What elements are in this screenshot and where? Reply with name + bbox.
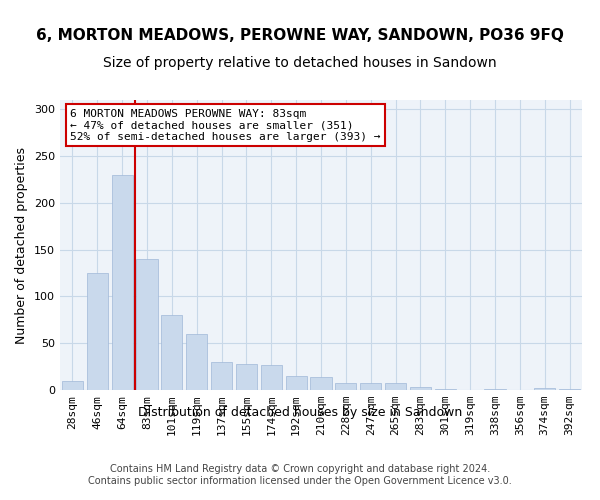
Bar (559, 389, 580, 390)
Text: Distribution of detached houses by size in Sandown: Distribution of detached houses by size … (138, 406, 462, 419)
Text: Size of property relative to detached houses in Sandown: Size of property relative to detached ho… (103, 56, 497, 70)
Bar (161, 315, 182, 390)
Bar (385, 384, 406, 390)
Bar (410, 387, 431, 390)
Bar (335, 382, 356, 390)
Y-axis label: Number of detached properties: Number of detached properties (16, 146, 28, 344)
Bar (534, 388, 555, 390)
Bar (360, 382, 381, 390)
Text: 6, MORTON MEADOWS, PEROWNE WAY, SANDOWN, PO36 9FQ: 6, MORTON MEADOWS, PEROWNE WAY, SANDOWN,… (36, 28, 564, 42)
Bar (484, 389, 506, 390)
Bar (435, 389, 456, 390)
Bar (261, 364, 282, 390)
Text: Contains HM Land Registry data © Crown copyright and database right 2024.
Contai: Contains HM Land Registry data © Crown c… (88, 464, 512, 486)
Bar (62, 380, 83, 390)
Bar (211, 362, 232, 390)
Bar (286, 376, 307, 390)
Bar (310, 377, 332, 390)
Text: 6 MORTON MEADOWS PEROWNE WAY: 83sqm
← 47% of detached houses are smaller (351)
5: 6 MORTON MEADOWS PEROWNE WAY: 83sqm ← 47… (70, 108, 381, 142)
Bar (87, 273, 108, 390)
Bar (186, 334, 207, 390)
Bar (236, 364, 257, 390)
Bar (112, 175, 133, 390)
Bar (136, 259, 158, 390)
